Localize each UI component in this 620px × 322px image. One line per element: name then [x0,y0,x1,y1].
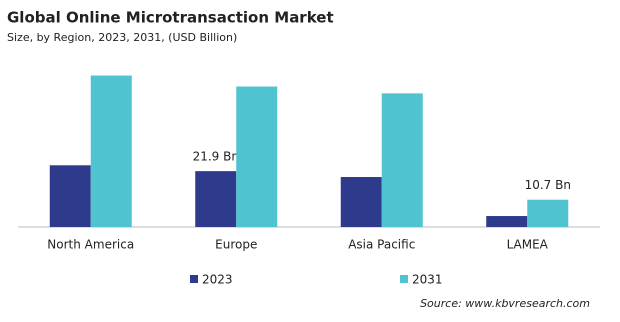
legend-label: 2031 [412,273,443,287]
bar [236,86,278,228]
chart-subtitle: Size, by Region, 2023, 2031, (USD Billio… [7,31,237,44]
legend-swatch [400,275,408,283]
data-label: 10.7 Bn [525,178,571,192]
legend-swatch [190,275,198,283]
bar [49,165,91,227]
x-tick-label: Asia Pacific [348,238,415,252]
x-tick-label: Europe [215,238,257,252]
bar [195,171,237,227]
bar [340,177,382,227]
bar [486,216,528,227]
chart-title: Global Online Microtransaction Market [7,9,334,27]
source: Source: www.kbvresearch.com [420,297,590,310]
x-tick-label: North America [47,238,134,252]
bar [90,75,132,227]
data-label: 21.9 Bn [193,150,239,164]
bar [381,93,423,227]
bar [527,199,569,227]
x-tick-label: LAMEA [507,238,549,252]
legend-label: 2023 [202,273,233,287]
